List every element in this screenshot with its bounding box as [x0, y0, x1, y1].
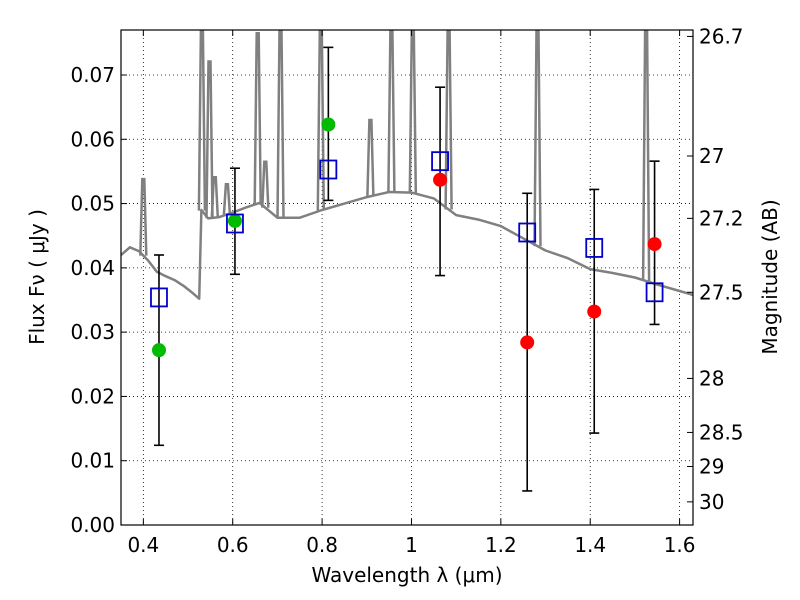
emission-line — [408, 30, 418, 194]
model-band-square — [319, 159, 338, 180]
model-band-square — [585, 238, 604, 258]
emission-line — [261, 160, 270, 208]
emission-line — [366, 118, 375, 197]
emission-line — [222, 183, 232, 215]
x-tick-label: 1 — [405, 533, 418, 557]
red-flux-point — [587, 304, 602, 319]
model-sed-continuum — [121, 190, 693, 300]
x-tick-label: 1.6 — [664, 533, 696, 557]
plot-area — [121, 30, 693, 492]
y-tick-label: 0.06 — [70, 127, 115, 151]
y2-tick-label: 27.2 — [699, 206, 744, 230]
x-tick-label: 0.4 — [127, 533, 159, 557]
x-tick-label: 1.2 — [485, 533, 517, 557]
y2-tick-label: 27.5 — [699, 280, 744, 304]
y-tick-label: 0.05 — [70, 192, 115, 216]
y2-tick-label: 28 — [699, 366, 724, 390]
y2-tick-label: 27 — [699, 144, 724, 168]
errorbars — [153, 46, 660, 492]
model-band-square — [645, 282, 664, 303]
green-flux-point — [151, 343, 166, 358]
x-axis-label: Wavelength λ (μm) — [311, 563, 502, 587]
emission-line — [139, 177, 148, 256]
red-flux-point — [520, 335, 535, 350]
y2-tick-label: 29 — [699, 455, 724, 479]
y2-axis-label: Magnitude (AB) — [758, 199, 782, 354]
emission-line — [387, 30, 396, 193]
y-tick-label: 0.00 — [70, 513, 115, 537]
emission-line — [276, 30, 285, 218]
emission-line — [253, 31, 262, 204]
emission-line — [197, 30, 207, 211]
x-tick-label: 0.6 — [217, 533, 249, 557]
model-band-square — [518, 222, 537, 243]
y-tick-label: 0.07 — [70, 63, 115, 87]
emission-line — [205, 60, 214, 219]
emission-line — [210, 175, 220, 218]
y-tick-label: 0.03 — [70, 320, 115, 344]
red-flux-point — [647, 237, 662, 252]
model-band-square — [226, 213, 244, 234]
y2-tick-label: 26.7 — [699, 24, 744, 48]
plot-frame — [120, 29, 694, 526]
emission-line — [641, 30, 651, 282]
model-spectrum — [121, 30, 693, 300]
y2-tick-label: 30 — [699, 490, 724, 514]
y-tick-label: 0.04 — [70, 256, 115, 280]
y-tick-label: 0.02 — [70, 384, 115, 408]
model-band-square — [431, 151, 449, 172]
data-markers — [150, 117, 664, 358]
red-flux-point — [433, 172, 448, 187]
y2-tick-label: 28.5 — [699, 420, 744, 444]
emission-line — [444, 30, 453, 210]
green-flux-point — [321, 117, 336, 132]
x-tick-label: 1.4 — [574, 533, 606, 557]
x-tick-label: 0.8 — [306, 533, 338, 557]
y-tick-label: 0.01 — [70, 449, 115, 473]
y-axis-label: Flux Fν ( μJy ) — [25, 209, 49, 345]
model-band-square — [150, 287, 168, 308]
green-flux-point — [227, 213, 242, 228]
emission-line — [533, 30, 542, 247]
axis-ticks: 0.4 0.6 0.8 1 1.2 1.4 1.6 0.00 0.01 0.02 0.03 0.04 0… — [70, 24, 743, 557]
